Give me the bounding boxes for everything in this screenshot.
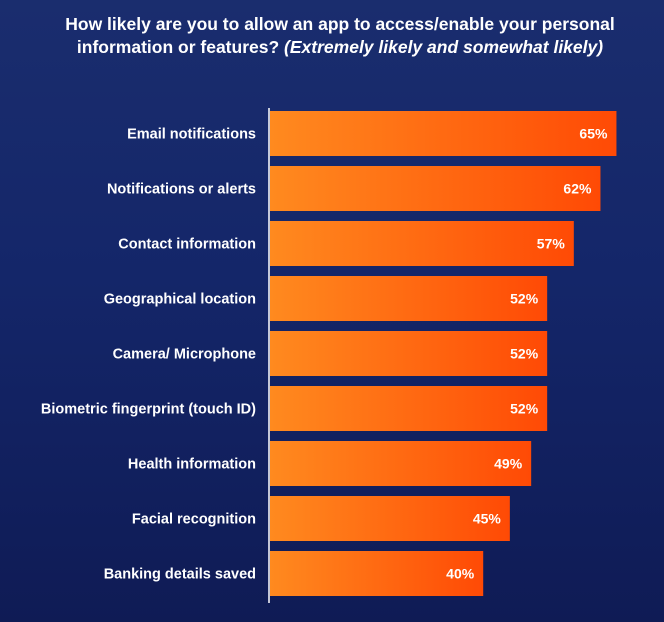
bar-2 <box>270 166 601 211</box>
category-label-3: Contact information <box>118 237 256 253</box>
value-label-2: 62% <box>563 181 592 197</box>
bar-7 <box>270 441 532 486</box>
value-label-4: 52% <box>510 291 539 307</box>
bar-3 <box>270 221 574 266</box>
value-label-1: 65% <box>579 126 608 142</box>
bar-6 <box>270 386 548 431</box>
bar-9 <box>270 551 484 596</box>
chart-subtitle: (Extremely likely and somewhat likely) <box>284 37 604 57</box>
category-label-2: Notifications or alerts <box>107 182 256 198</box>
category-label-9: Banking details saved <box>104 567 256 583</box>
bar-4 <box>270 276 548 321</box>
category-label-5: Camera/ Microphone <box>113 347 256 363</box>
category-label-7: Health information <box>128 457 256 473</box>
bars-layer: Email notifications 65% Notifications or a… <box>41 111 617 596</box>
category-label-8: Facial recognition <box>132 512 256 528</box>
category-label-4: Geographical location <box>104 292 256 308</box>
value-label-3: 57% <box>537 236 566 252</box>
chart-title: How likely are you to allow an app to ac… <box>60 13 620 59</box>
bar-8 <box>270 496 510 541</box>
value-label-5: 52% <box>510 346 539 362</box>
category-label-6: Biometric fingerprint (touch ID) <box>41 402 256 418</box>
value-label-9: 40% <box>446 566 475 582</box>
category-label-1: Email notifications <box>127 127 256 143</box>
bar-5 <box>270 331 548 376</box>
value-label-6: 52% <box>510 401 539 417</box>
bar-1 <box>270 111 617 156</box>
chart-title-main: How likely are you to allow an app to ac… <box>65 14 615 57</box>
value-label-8: 45% <box>473 511 502 527</box>
value-label-7: 49% <box>494 456 523 472</box>
